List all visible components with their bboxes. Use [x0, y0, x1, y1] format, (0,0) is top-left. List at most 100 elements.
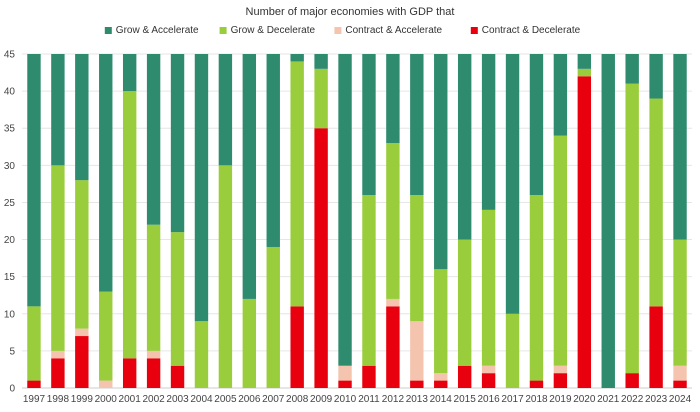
bar-grow-decelerate-2005 — [218, 165, 233, 388]
legend-label-contract-accelerate: Contract & Accelerate — [345, 25, 442, 36]
legend-swatch-grow-decelerate — [219, 27, 227, 34]
bar-grow-decelerate-2019 — [553, 135, 568, 366]
bar-grow-accelerate-2010 — [338, 54, 352, 366]
bar-grow-decelerate-2023 — [649, 98, 663, 307]
bar-contract-decelerate-2002 — [146, 358, 161, 388]
bar-contract-accelerate-2000 — [99, 380, 113, 388]
x-tick-label: 2007 — [262, 394, 285, 405]
bar-contract-decelerate-2009 — [314, 128, 328, 388]
x-tick-label: 2013 — [406, 394, 429, 405]
bar-grow-accelerate-2007 — [266, 54, 280, 247]
x-tick-label: 2005 — [214, 394, 237, 405]
bar-contract-decelerate-2014 — [434, 380, 448, 388]
bar-grow-decelerate-2014 — [434, 269, 448, 374]
y-tick-label: 20 — [4, 235, 16, 246]
x-tick-label: 2010 — [334, 394, 357, 405]
bar-grow-accelerate-2004 — [194, 54, 209, 322]
y-tick-label: 5 — [9, 346, 15, 357]
x-tick-label: 2004 — [190, 394, 213, 405]
x-tick-label: 2006 — [238, 394, 261, 405]
bar-contract-decelerate-2016 — [481, 373, 496, 388]
bar-grow-decelerate-2016 — [481, 209, 496, 366]
bar-grow-decelerate-2002 — [146, 224, 161, 351]
bar-grow-decelerate-1997 — [27, 306, 41, 381]
bar-contract-accelerate-2012 — [386, 298, 400, 307]
bar-grow-accelerate-2008 — [290, 54, 304, 62]
legend-label-grow-accelerate: Grow & Accelerate — [116, 25, 199, 36]
y-tick-label: 45 — [4, 50, 16, 61]
bar-grow-accelerate-2013 — [410, 54, 424, 196]
y-tick-label: 30 — [4, 161, 16, 172]
y-tick-label: 35 — [4, 124, 16, 135]
bar-contract-decelerate-2024 — [673, 380, 687, 388]
bar-grow-accelerate-2005 — [218, 54, 233, 166]
x-tick-label: 2009 — [310, 394, 333, 405]
bar-contract-decelerate-2023 — [649, 306, 663, 388]
bar-grow-accelerate-1999 — [75, 54, 89, 181]
x-tick-label: 2024 — [669, 394, 692, 405]
x-tick-label: 2001 — [119, 394, 142, 405]
y-tick-label: 10 — [4, 309, 16, 320]
x-tick-label: 2014 — [430, 394, 453, 405]
bar-grow-decelerate-2013 — [410, 195, 424, 322]
bar-grow-accelerate-2000 — [99, 54, 113, 292]
x-tick-label: 2002 — [142, 394, 165, 405]
bar-grow-accelerate-2009 — [314, 54, 328, 69]
x-tick-label: 2018 — [525, 394, 548, 405]
bar-contract-accelerate-2016 — [481, 365, 496, 374]
x-tick-label: 2016 — [477, 394, 500, 405]
bar-grow-decelerate-2022 — [625, 83, 639, 374]
bar-grow-accelerate-2022 — [625, 54, 639, 84]
legend-swatch-grow-accelerate — [104, 27, 112, 34]
x-tick-label: 2019 — [549, 394, 572, 405]
x-tick-label: 2021 — [597, 394, 620, 405]
bar-grow-accelerate-2001 — [122, 54, 137, 92]
x-tick-label: 2012 — [382, 394, 405, 405]
bar-grow-decelerate-2012 — [386, 143, 400, 299]
x-tick-label: 2011 — [358, 394, 380, 405]
bar-grow-decelerate-2018 — [529, 195, 544, 381]
gridlines — [22, 53, 692, 389]
bar-grow-decelerate-2015 — [457, 239, 472, 366]
bar-grow-accelerate-2002 — [146, 54, 161, 225]
x-tick-label: 1998 — [47, 394, 70, 405]
x-tick-label: 2023 — [645, 394, 668, 405]
bar-grow-decelerate-2020 — [577, 68, 592, 77]
y-tick-label: 25 — [4, 198, 16, 209]
bar-grow-decelerate-2009 — [314, 68, 328, 129]
bar-contract-decelerate-2013 — [410, 380, 424, 388]
x-tick-label: 1997 — [23, 394, 46, 405]
bar-contract-accelerate-2010 — [338, 365, 352, 381]
bar-contract-decelerate-2008 — [290, 306, 304, 388]
legend: Grow & Accelerate Grow & Decelerate Contra… — [104, 25, 581, 36]
x-tick-label: 1999 — [71, 394, 94, 405]
bar-grow-accelerate-2006 — [242, 54, 257, 299]
bar-grow-decelerate-2017 — [505, 313, 520, 388]
y-axis: 0 5 10 15 20 25 30 35 40 45 — [4, 50, 16, 395]
bar-grow-accelerate-2024 — [673, 54, 687, 240]
bar-contract-decelerate-1998 — [51, 358, 65, 388]
bar-contract-decelerate-2012 — [386, 306, 400, 388]
legend-label-contract-decelerate: Contract & Decelerate — [482, 25, 581, 36]
bar-contract-accelerate-1999 — [75, 328, 89, 337]
x-tick-label: 2008 — [286, 394, 309, 405]
bar-contract-decelerate-2022 — [625, 373, 639, 388]
legend-label-grow-decelerate: Grow & Decelerate — [231, 25, 316, 36]
bar-contract-decelerate-2001 — [122, 358, 137, 388]
bar-grow-accelerate-2014 — [434, 54, 448, 270]
bar-contract-accelerate-2013 — [410, 321, 424, 381]
bar-grow-accelerate-2020 — [577, 54, 592, 69]
x-axis: 1997 1998 1999 2000 2001 2002 2003 2004 2005 2006… — [23, 394, 692, 405]
bar-grow-decelerate-2008 — [290, 61, 304, 307]
y-tick-label: 40 — [4, 87, 16, 98]
bar-grow-accelerate-2021 — [601, 54, 615, 388]
bar-grow-decelerate-2007 — [266, 246, 280, 388]
bar-grow-decelerate-2004 — [194, 321, 209, 388]
bar-contract-accelerate-2002 — [146, 350, 161, 359]
bars — [27, 54, 687, 389]
bar-contract-decelerate-1999 — [75, 336, 89, 388]
chart-title: Number of major economies with GDP that — [246, 6, 455, 18]
bar-contract-accelerate-1998 — [51, 350, 65, 359]
